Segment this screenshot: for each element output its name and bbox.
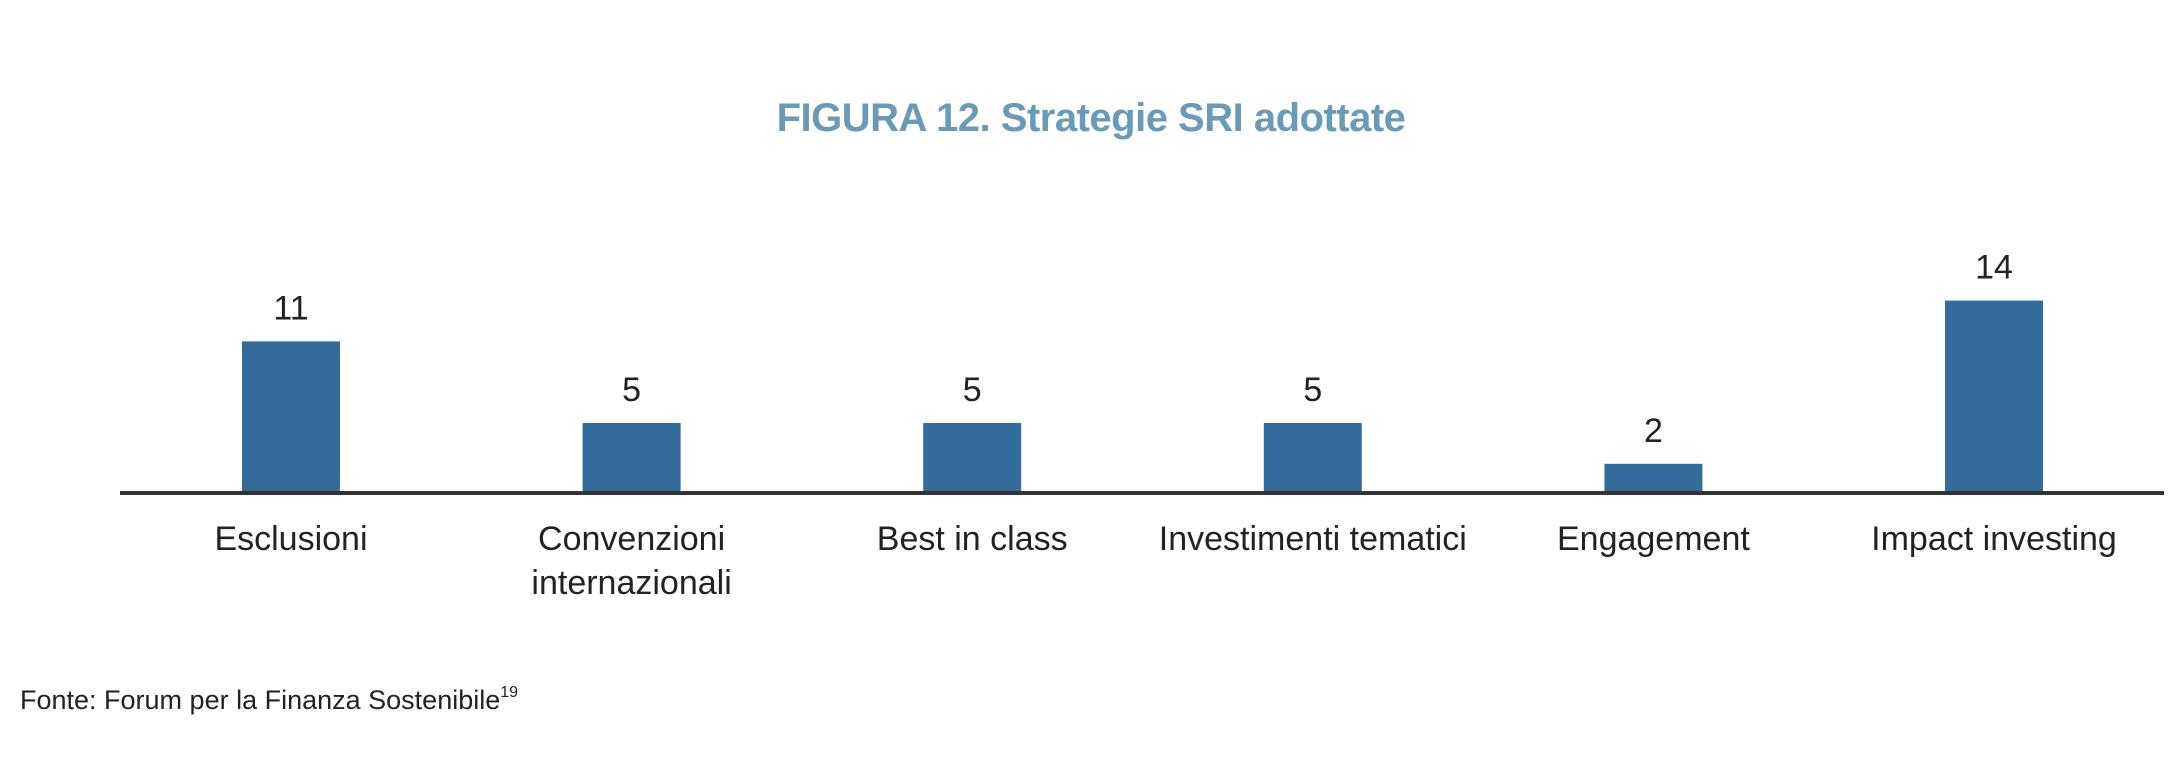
- category-labels-layer: Esclusioni Convenzioni internazionali Best …: [214, 520, 2116, 602]
- source-text: Fonte: Forum per la Finanza Sostenibile: [20, 685, 501, 715]
- bar-5: [1945, 300, 2043, 491]
- chart-title: FIGURA 12. Strategie SRI adottate: [776, 96, 1406, 140]
- category-label-line: Impact investing: [1871, 520, 2117, 558]
- category-label-line: Engagement: [1557, 520, 1750, 558]
- bar-0: [242, 341, 340, 491]
- value-label-3: 5: [1303, 371, 1322, 409]
- category-label-5: Impact investing: [1871, 520, 2117, 558]
- value-label-1: 5: [622, 371, 641, 409]
- source-note: Fonte: Forum per la Finanza Sostenibile1…: [20, 684, 518, 716]
- bar-1: [582, 423, 681, 491]
- bar-3: [1263, 423, 1362, 491]
- value-labels-layer: 11 5 5 5 2 14: [273, 249, 2013, 450]
- category-label-1: Convenzioni internazionali: [531, 520, 731, 602]
- value-label-4: 2: [1644, 412, 1663, 450]
- bar-4: [1604, 463, 1703, 491]
- category-label-line: Esclusioni: [214, 520, 367, 558]
- category-label-line: Best in class: [877, 520, 1068, 558]
- category-label-line: internazionali: [531, 564, 731, 602]
- value-label-5: 14: [1975, 249, 2013, 287]
- bar-2: [923, 423, 1022, 491]
- category-label-line: Investimenti tematici: [1159, 520, 1467, 558]
- category-label-4: Engagement: [1557, 520, 1750, 558]
- value-label-0: 11: [273, 289, 308, 327]
- category-label-3: Investimenti tematici: [1159, 520, 1467, 558]
- category-label-line: Convenzioni: [538, 520, 725, 558]
- bars-layer: [242, 300, 2043, 491]
- category-label-2: Best in class: [877, 520, 1068, 558]
- category-label-0: Esclusioni: [214, 520, 367, 558]
- footnote-marker: 19: [500, 684, 519, 701]
- value-label-2: 5: [963, 371, 982, 409]
